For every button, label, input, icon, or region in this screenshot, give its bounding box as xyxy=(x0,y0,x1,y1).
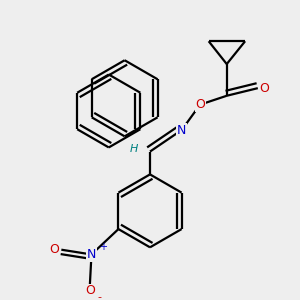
Text: -: - xyxy=(98,292,101,300)
Text: O: O xyxy=(195,98,205,111)
Text: O: O xyxy=(85,284,95,297)
Text: N: N xyxy=(87,248,96,261)
Text: O: O xyxy=(259,82,269,94)
Text: N: N xyxy=(177,124,186,136)
Text: +: + xyxy=(100,242,107,253)
Text: O: O xyxy=(50,243,59,256)
Text: H: H xyxy=(129,144,138,154)
